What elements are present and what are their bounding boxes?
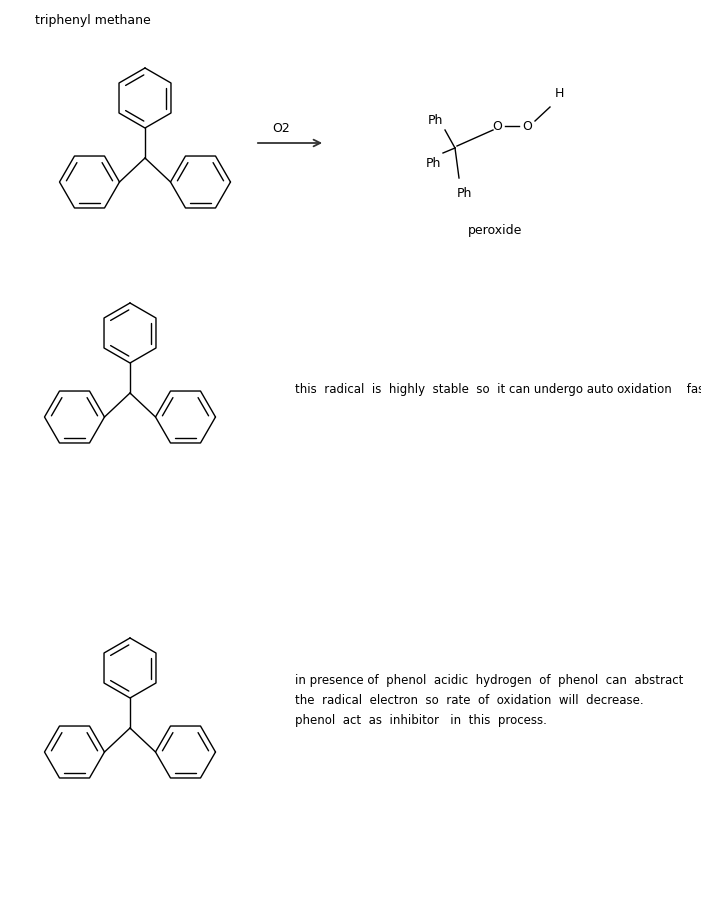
Text: triphenyl methane: triphenyl methane — [35, 14, 151, 27]
Text: O2: O2 — [272, 122, 290, 135]
Text: the  radical  electron  so  rate  of  oxidation  will  decrease.: the radical electron so rate of oxidatio… — [295, 694, 644, 706]
Text: O: O — [492, 120, 502, 134]
Text: Ph: Ph — [428, 114, 443, 126]
Text: phenol  act  as  inhibitor   in  this  process.: phenol act as inhibitor in this process. — [295, 713, 547, 726]
Text: Ph: Ph — [426, 157, 441, 170]
Text: Ph: Ph — [457, 187, 472, 200]
Text: H: H — [555, 87, 564, 100]
Text: O: O — [522, 120, 532, 134]
Text: this  radical  is  highly  stable  so  it can undergo auto oxidation    fastly: this radical is highly stable so it can … — [295, 382, 701, 396]
Text: peroxide: peroxide — [468, 224, 522, 237]
Text: in presence of  phenol  acidic  hydrogen  of  phenol  can  abstract: in presence of phenol acidic hydrogen of… — [295, 674, 683, 686]
